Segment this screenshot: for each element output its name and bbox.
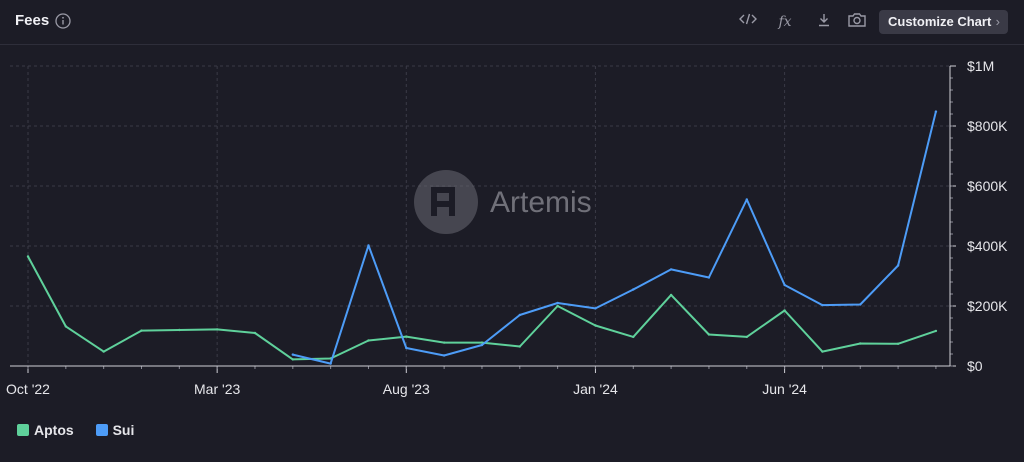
y-tick-label: $0 (967, 358, 983, 374)
x-tick-label: Aug '23 (383, 381, 430, 397)
chart-legend: Aptos Sui (17, 422, 152, 438)
y-tick-label: $800K (967, 118, 1008, 134)
data-point-aptos (442, 341, 446, 344)
data-point-sui (405, 346, 408, 350)
watermark-text: Artemis (490, 186, 592, 219)
data-point-sui (518, 313, 521, 317)
watermark-logo-glyph (431, 187, 455, 216)
data-point-sui (821, 303, 824, 307)
data-point-aptos (480, 341, 484, 344)
legend-label-sui: Sui (112, 422, 135, 438)
data-point-aptos (367, 339, 370, 342)
data-point-sui (291, 353, 295, 356)
legend-item-aptos[interactable]: Aptos (17, 422, 74, 438)
x-tick-label: Oct '22 (6, 381, 50, 397)
legend-swatch-sui (95, 424, 108, 436)
data-point-sui (783, 283, 786, 287)
legend-item-sui[interactable]: Sui (95, 422, 135, 438)
y-tick-label: $1M (967, 58, 994, 74)
data-point-aptos (821, 350, 824, 353)
series-line-sui (292, 111, 937, 365)
data-point-aptos (102, 350, 105, 353)
data-point-aptos (253, 331, 257, 335)
data-point-aptos (405, 335, 408, 338)
data-point-aptos (896, 342, 900, 345)
data-point-aptos (632, 335, 635, 339)
data-point-sui (442, 354, 446, 357)
data-point-sui (859, 303, 862, 306)
data-point-sui (745, 198, 748, 201)
camera-icon[interactable] (846, 12, 868, 32)
data-point-sui (896, 264, 900, 267)
chevron-right-icon: › (995, 14, 1000, 29)
data-point-aptos (707, 333, 711, 336)
data-point-aptos (291, 358, 295, 361)
x-tick-label: Jun '24 (762, 381, 807, 397)
data-point-sui (329, 362, 332, 365)
data-point-sui (480, 343, 484, 347)
formula-icon[interactable]: fx (778, 14, 792, 30)
x-tick-label: Jan '24 (573, 381, 618, 397)
chart-title: Fees (15, 12, 50, 29)
data-point-aptos (783, 309, 786, 312)
chart-header: Fees fx Customize Chart › (0, 0, 1024, 45)
y-tick-label: $600K (967, 178, 1008, 194)
data-point-aptos (745, 335, 748, 339)
data-point-aptos (934, 329, 938, 333)
data-point-aptos (26, 255, 30, 258)
data-point-aptos (64, 325, 68, 328)
x-tick-label: Mar '23 (194, 381, 240, 397)
data-point-sui (556, 301, 559, 305)
customize-chart-label: Customize Chart (888, 14, 992, 29)
y-tick-label: $200K (967, 298, 1008, 314)
y-tick-label: $400K (967, 238, 1008, 254)
data-point-aptos (669, 293, 673, 297)
data-point-aptos (178, 328, 181, 332)
legend-label-aptos: Aptos (34, 422, 74, 438)
data-point-sui (632, 288, 635, 291)
data-point-aptos (518, 345, 521, 348)
data-point-aptos (556, 304, 559, 308)
data-point-sui (594, 307, 597, 310)
download-icon[interactable] (813, 12, 835, 32)
data-point-aptos (140, 329, 143, 332)
data-point-aptos (859, 342, 862, 345)
info-icon[interactable] (55, 13, 71, 34)
data-point-sui (669, 268, 673, 271)
embed-code-icon[interactable] (737, 12, 759, 32)
data-point-aptos (594, 324, 597, 327)
data-point-sui (934, 110, 938, 113)
data-point-sui (707, 276, 711, 279)
fees-line-chart: $0 $200K $400K $600K $800K $1M Oct '22 Mar '23 A… (6, 58, 1008, 397)
data-point-sui (367, 244, 370, 247)
customize-chart-button[interactable]: Customize Chart › (879, 10, 1008, 34)
legend-swatch-aptos (17, 424, 29, 436)
data-point-aptos (215, 328, 219, 331)
